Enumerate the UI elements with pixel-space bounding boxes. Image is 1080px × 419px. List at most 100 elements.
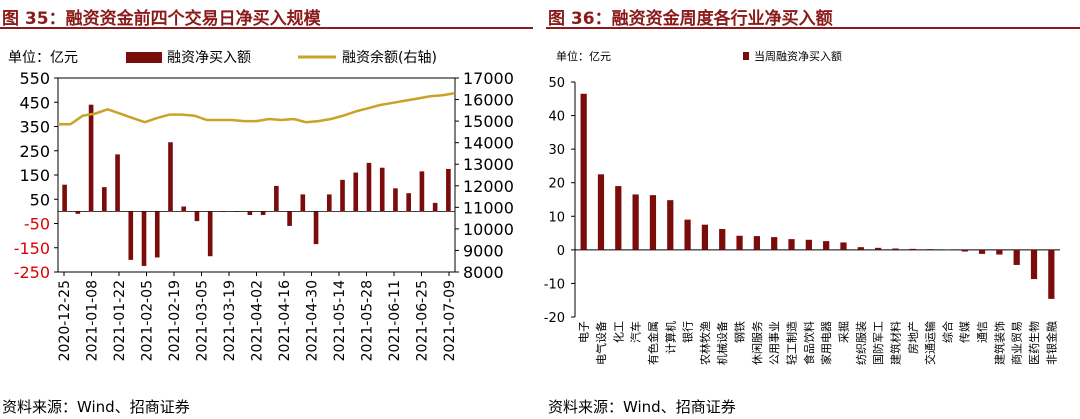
right-x-tick: 食品饮料 [802,321,816,365]
right-bar [944,249,951,251]
right-bar [1013,249,1020,265]
right-x-tick: 钢铁 [734,321,747,343]
left-bar [168,142,173,212]
right-x-tick: 公用事业 [768,321,781,365]
right-x-tick: 家用电器 [819,321,833,365]
left-bar [379,167,385,212]
right-x-tick: 汽车 [629,321,643,343]
right-y-tick: 20 [548,177,565,192]
right-bar [805,239,812,250]
right-chart: 单位：亿元 当周融资净买入额 50 40 30 20 10 0 -10 -20 电子 电气设备 化工… [544,49,1060,365]
left-chart: 单位：亿元 融资净买入额 融资余额(右轴) 550 450 350 250 150 50 -… [8,49,514,361]
right-x-tick: 机械设备 [715,321,729,365]
right-x-tick: 化工 [611,321,625,343]
left-x-tick: 2021-06-11 [387,280,403,361]
left-y2-tick: 9000 [463,241,504,260]
right-bar [996,249,1003,255]
left-bar [154,211,160,258]
left-y2-tick: 11000 [463,198,514,217]
left-y-tick: 50 [30,190,50,209]
right-x-tick: 农林牧渔 [698,321,712,365]
left-unit-label: 单位：亿元 [8,50,78,66]
right-bar [684,219,691,250]
right-y-tick: 10 [548,210,565,225]
right-y-tick: 30 [548,143,565,158]
left-y-tick: 250 [19,142,50,161]
right-bar [978,249,986,254]
right-source-note: 资料来源：Wind、招商证券 [548,398,736,416]
left-bar [340,179,345,212]
right-x-tick: 建筑材料 [888,321,902,365]
right-bar [961,249,968,252]
right-unit-label: 单位：亿元 [556,49,611,63]
right-bar [892,248,899,250]
left-bar [406,193,411,212]
left-chart-title: 图 35：融资资金前四个交易日净买入规模 [2,9,321,29]
right-x-tick: 采掘 [836,321,850,343]
left-bar [75,211,81,214]
left-y-tick: 550 [19,69,50,88]
right-y-tick: 50 [548,76,565,91]
right-y-tick: 40 [548,110,565,125]
left-title-rule [0,27,533,29]
right-y-tick: -20 [544,311,565,326]
right-x-tick: 交通运输 [923,321,937,365]
right-bar [875,247,882,250]
legend-bar-swatch [126,52,162,63]
right-x-tick: 国防军工 [871,321,885,365]
right-bar [701,224,709,250]
left-bar [366,162,372,212]
right-x-tick: 有色金属 [646,321,660,365]
left-bar [247,211,253,216]
left-x-tick: 2021-05-28 [360,280,376,361]
left-bar [115,154,120,212]
left-y2-tick: 8000 [463,263,504,282]
left-x-tick: 2021-02-05 [140,280,156,361]
right-bar [1030,249,1038,280]
left-bar [446,168,451,212]
left-y-tick: -250 [14,263,50,282]
right-x-tick: 房地产 [906,321,920,354]
right-bar [736,235,743,250]
left-bar [128,211,134,260]
right-bar [753,236,760,250]
left-bar [221,211,226,212]
left-x-tick: 2021-06-25 [415,280,431,361]
left-y-tick: 350 [19,118,50,137]
left-balance-line [58,91,456,126]
right-chart-title: 图 36：融资资金周度各行业净买入额 [548,9,833,29]
right-bar [840,242,847,250]
left-x-tick: 2021-04-16 [277,280,293,361]
left-bar [432,202,438,212]
left-bar [181,206,187,212]
right-bar [788,239,795,250]
left-y-tick: -150 [14,239,50,258]
left-y-tick: 450 [19,93,50,112]
right-legend-swatch [743,52,749,60]
left-bar [102,187,107,212]
left-y2-tick: 13000 [463,155,514,174]
left-x-tick: 2021-02-19 [167,280,183,361]
left-x-tick: 2021-04-02 [250,280,266,361]
left-bar [419,171,425,212]
right-x-tick: 轻工制造 [785,321,799,365]
right-bar [597,174,605,250]
right-bar [719,229,726,250]
left-y2-tick: 15000 [463,112,514,131]
right-bar [615,186,622,250]
right-x-tick: 休闲服务 [750,321,764,365]
left-bar [287,211,292,226]
right-bar [580,93,587,250]
right-bar [771,237,778,250]
right-x-tick: 银行 [681,321,695,343]
left-bar [326,194,332,212]
left-y2-tick: 10000 [463,220,514,239]
left-x-tick: 2021-01-22 [112,280,128,361]
left-x-tick: 2021-05-14 [332,280,348,361]
left-y2-tick: 16000 [463,91,514,110]
left-x-tick: 2021-01-08 [85,280,101,361]
left-x-tick: 2021-03-19 [222,280,238,361]
left-bar [88,104,94,212]
left-bar [207,211,213,257]
left-bar [393,188,398,212]
